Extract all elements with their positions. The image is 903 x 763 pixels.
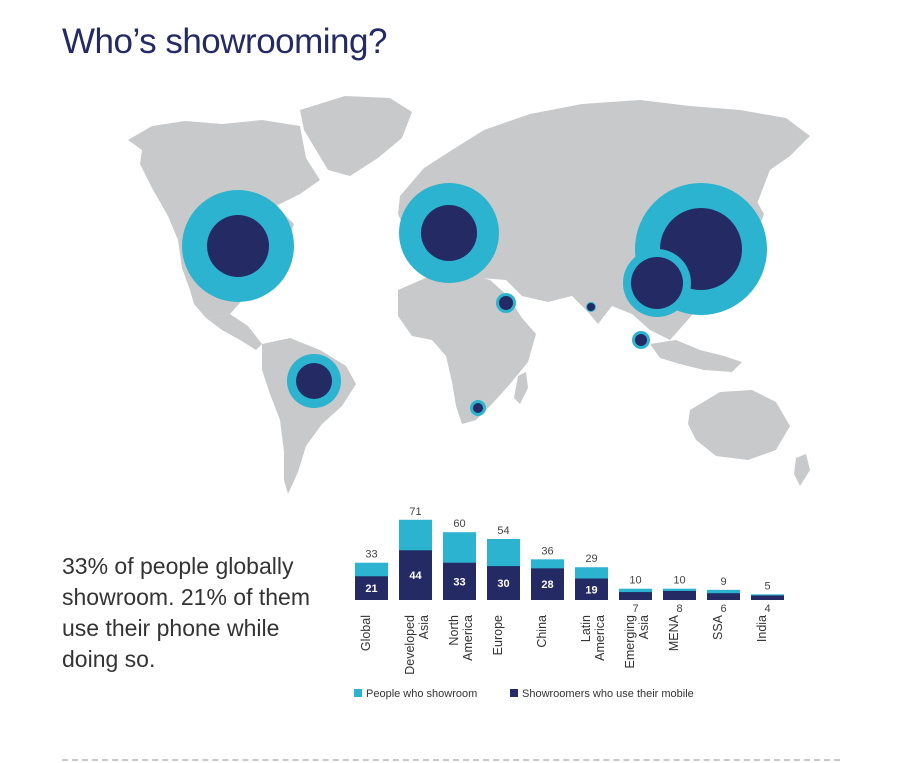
value-label-showroomers-mobile-global: 21 — [365, 583, 377, 595]
category-label-emerging-asia: EmergingAsia — [623, 615, 651, 669]
value-label-showroomers-mobile-latin-america: 19 — [585, 584, 597, 596]
bar-showroomers-mobile-mena — [663, 590, 696, 600]
category-labels: Global DevelopedAsia NorthAmerica Europe Chi… — [359, 614, 769, 674]
value-label-showroomers-mobile-north-america: 33 — [453, 576, 465, 588]
category-label-latin-america: LatinAmerica — [579, 615, 607, 661]
category-label-developed-asia: DevelopedAsia — [403, 615, 431, 675]
bubble-latin-america — [287, 354, 341, 408]
bubble-north-america-inner — [207, 215, 269, 277]
category-label-mena: MENA — [667, 614, 681, 651]
legend-swatch-showroomers-mobile — [510, 689, 518, 697]
value-label-people-who-showroom-india: 5 — [764, 580, 770, 592]
dashed-divider — [62, 759, 840, 761]
summary-text: 33% of people globally showroom. 21% of … — [62, 553, 311, 672]
value-label-showroomers-mobile-india: 4 — [764, 603, 770, 615]
bubble-north-america — [182, 190, 294, 302]
value-label-people-who-showroom-global: 33 — [365, 549, 377, 561]
legend-label-showroomers-mobile: Showroomers who use their mobile — [522, 688, 694, 700]
bubble-ssa-inner — [473, 403, 483, 413]
category-label-europe: Europe — [491, 615, 505, 655]
southeast-asia-islands-shape — [650, 340, 742, 372]
value-label-people-who-showroom-europe: 54 — [497, 525, 509, 537]
category-label-line: Asia — [637, 615, 651, 639]
category-label-ssa: SSA — [711, 614, 725, 640]
category-label-line: MENA — [667, 614, 681, 651]
category-label-line: Europe — [491, 615, 505, 655]
bar-showroomers-mobile-north-america — [443, 562, 476, 600]
bubble-emerging-asia-inner — [635, 334, 647, 346]
legend: People who showroom Showroomers who use … — [354, 688, 694, 700]
bar-showroomers-mobile-emerging-asia — [619, 592, 652, 600]
category-label-line: India — [755, 615, 769, 642]
legend-label-people-who-showroom: People who showroom — [366, 688, 477, 700]
bubble-china-inner — [631, 257, 683, 309]
bubble-india — [586, 302, 596, 312]
bar-showroomers-mobile-ssa — [707, 593, 740, 600]
value-label-showroomers-mobile-mena: 8 — [676, 603, 682, 615]
category-label-line: Developed — [403, 615, 417, 675]
value-label-people-who-showroom-developed-asia: 71 — [409, 506, 421, 518]
value-label-showroomers-mobile-emerging-asia: 7 — [632, 603, 638, 615]
australia-shape — [688, 390, 790, 460]
category-label-line: America — [461, 615, 475, 661]
bubble-latin-america-inner — [296, 363, 332, 399]
bar-showroomers-mobile-global — [355, 576, 388, 600]
bar-showroomers-mobile-india — [751, 595, 784, 600]
bubble-emerging-asia — [632, 331, 650, 349]
category-label-global: Global — [359, 615, 373, 651]
value-label-people-who-showroom-ssa: 9 — [720, 576, 726, 588]
bubble-europe-inner — [421, 205, 477, 261]
central-america-shape — [206, 314, 262, 350]
category-label-line: SSA — [711, 614, 725, 640]
value-label-showroomers-mobile-china: 28 — [541, 579, 553, 591]
bubble-china — [623, 249, 691, 317]
category-label-line: America — [593, 615, 607, 661]
bar-showroomers-mobile-latin-america — [575, 578, 608, 600]
category-label-north-america: NorthAmerica — [447, 615, 475, 661]
world-map — [128, 96, 810, 494]
value-label-showroomers-mobile-europe: 30 — [497, 578, 509, 590]
value-label-people-who-showroom-china: 36 — [541, 545, 553, 557]
bubble-mena — [496, 293, 516, 313]
new-zealand-shape — [794, 454, 810, 486]
bubble-mena-inner — [499, 296, 513, 310]
category-label-india: India — [755, 615, 769, 642]
category-label-line: Latin — [579, 615, 593, 642]
value-label-people-who-showroom-latin-america: 29 — [585, 553, 597, 565]
category-label-line: Asia — [417, 615, 431, 639]
page-title: Who’s showrooming? — [62, 22, 387, 61]
madagascar-shape — [514, 372, 528, 404]
category-label-line: North — [447, 615, 461, 646]
legend-swatch-people-who-showroom — [354, 689, 362, 697]
bubble-europe — [399, 183, 499, 283]
bubble-ssa — [470, 400, 486, 416]
value-label-people-who-showroom-north-america: 60 — [453, 518, 465, 530]
value-label-people-who-showroom-mena: 10 — [673, 575, 685, 587]
bar-showroomers-mobile-developed-asia — [399, 550, 432, 600]
greenland-shape — [300, 96, 412, 176]
category-label-line: China — [535, 615, 549, 648]
category-label-china: China — [535, 615, 549, 648]
category-label-line: Emerging — [623, 615, 637, 669]
bar-showroomers-mobile-china — [531, 568, 564, 600]
map-bubbles — [182, 183, 767, 416]
bar-showroomers-mobile-europe — [487, 566, 520, 600]
value-label-showroomers-mobile-ssa: 6 — [720, 603, 726, 615]
category-label-line: Global — [359, 615, 373, 651]
bubble-india-inner — [587, 303, 595, 311]
bars — [355, 519, 784, 600]
value-label-people-who-showroom-emerging-asia: 10 — [629, 575, 641, 587]
value-label-showroomers-mobile-developed-asia: 44 — [409, 570, 422, 582]
africa-shape — [398, 272, 536, 424]
